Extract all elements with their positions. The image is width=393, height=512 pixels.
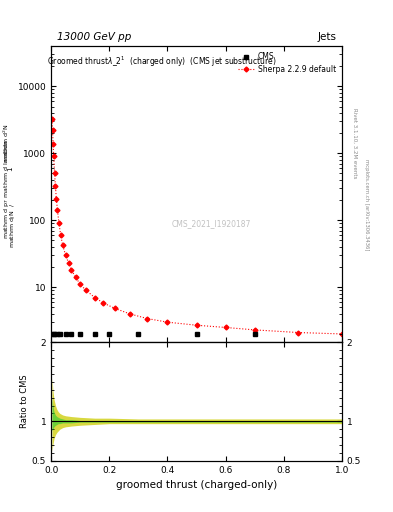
Text: Groomed thrust$\lambda$_2$^1$  (charged only)  (CMS jet substructure): Groomed thrust$\lambda$_2$^1$ (charged o…: [47, 55, 277, 69]
Text: 1: 1: [7, 167, 13, 171]
Text: Jets: Jets: [317, 32, 336, 41]
Text: Rivet 3.1.10, 3.2M events: Rivet 3.1.10, 3.2M events: [352, 108, 357, 179]
Y-axis label: Ratio to CMS: Ratio to CMS: [20, 375, 29, 429]
Legend: CMS, Sherpa 2.2.9 default: CMS, Sherpa 2.2.9 default: [236, 50, 338, 76]
Text: 13000 GeV pp: 13000 GeV pp: [57, 32, 131, 41]
Text: mcplots.cern.ch [arXiv:1306.3436]: mcplots.cern.ch [arXiv:1306.3436]: [364, 159, 369, 250]
Text: mathrm d p$_T$ mathrm d lambda: mathrm d p$_T$ mathrm d lambda: [2, 140, 11, 239]
Text: CMS_2021_I1920187: CMS_2021_I1920187: [171, 219, 251, 228]
X-axis label: groomed thrust (charged-only): groomed thrust (charged-only): [116, 480, 277, 490]
Text: mathrm d$_J$N  /: mathrm d$_J$N /: [9, 203, 19, 248]
Text: mathrm d$^2$N: mathrm d$^2$N: [2, 123, 11, 163]
